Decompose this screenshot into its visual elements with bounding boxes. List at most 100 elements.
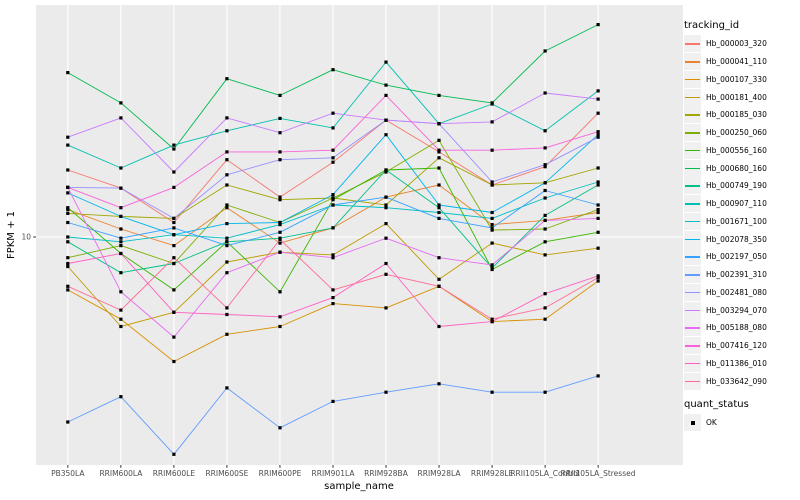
- data-point: [490, 226, 494, 230]
- data-point: [119, 324, 123, 329]
- data-point: [596, 279, 600, 283]
- legend-item-Hb_001671_100: Hb_001671_100: [684, 212, 800, 231]
- x-axis-title: sample_name: [324, 481, 394, 492]
- data-point: [225, 271, 229, 275]
- data-point: [596, 97, 600, 101]
- legend-item-Hb_002391_310: Hb_002391_310: [684, 266, 800, 284]
- series-color-key: [684, 230, 701, 248]
- legend-item-Hb_000680_160: Hb_000680_160: [684, 159, 800, 177]
- data-point: [172, 220, 176, 225]
- series-line-icon: [685, 362, 700, 365]
- data-point: [66, 261, 70, 266]
- data-point: [278, 131, 282, 135]
- data-point: [331, 253, 335, 257]
- data-point: [384, 93, 388, 97]
- data-point: [437, 156, 441, 160]
- series-color-key: [684, 283, 701, 301]
- data-point: [66, 288, 70, 292]
- data-point: [225, 244, 229, 248]
- data-point: [119, 166, 123, 170]
- data-point: [225, 386, 229, 390]
- data-point: [596, 23, 600, 27]
- data-point: [490, 317, 494, 321]
- series-color-key: [684, 177, 701, 195]
- legend-item-label: Hb_005188_080: [706, 323, 767, 333]
- data-point: [490, 228, 494, 232]
- series-line-icon: [685, 291, 700, 294]
- data-point: [384, 170, 388, 174]
- legend-item-Hb_000107_330: Hb_000107_330: [684, 70, 800, 89]
- data-point: [119, 206, 123, 210]
- data-point: [172, 256, 176, 260]
- series-line-icon: [685, 43, 700, 45]
- data-point: [225, 240, 229, 244]
- data-point: [225, 116, 229, 120]
- data-point: [384, 272, 388, 276]
- data-point: [543, 49, 547, 53]
- data-point: [596, 89, 600, 93]
- data-point: [66, 143, 70, 147]
- data-point: [331, 399, 335, 403]
- data-point: [437, 138, 441, 142]
- data-point: [543, 188, 547, 193]
- data-point: [172, 143, 176, 147]
- legend-title-quant-status: quant_status: [684, 399, 749, 410]
- data-point: [384, 236, 388, 240]
- data-point: [331, 226, 335, 230]
- data-point: [331, 256, 335, 260]
- data-point: [596, 183, 600, 187]
- series-line-icon: [685, 96, 700, 99]
- x-tick-label: RRIM600SE: [205, 469, 248, 478]
- data-point: [490, 263, 494, 267]
- series-line-icon: [685, 203, 700, 205]
- data-point: [225, 129, 229, 133]
- data-point: [225, 260, 229, 264]
- data-point: [490, 148, 494, 152]
- legend-item-Hb_000181_400: Hb_000181_400: [684, 88, 800, 106]
- data-point: [66, 208, 70, 212]
- legend-item-Hb_000185_030: Hb_000185_030: [684, 106, 800, 124]
- quant-ok-key: [684, 414, 701, 432]
- data-point: [543, 146, 547, 150]
- data-point: [66, 420, 70, 424]
- data-point: [596, 274, 600, 278]
- series-line-icon: [685, 274, 700, 276]
- data-point: [225, 222, 229, 226]
- legend-item-Hb_007416_120: Hb_007416_120: [684, 337, 800, 355]
- legend-item-Hb_000041_110: Hb_000041_110: [684, 53, 800, 71]
- legend-item-label: Hb_000003_320: [706, 39, 767, 49]
- data-point: [172, 147, 176, 151]
- data-point: [172, 452, 176, 456]
- series-line-icon: [685, 114, 700, 116]
- series-color-key: [684, 212, 701, 230]
- series-color-key: [684, 88, 701, 106]
- data-point: [119, 240, 123, 244]
- x-tick-label: RRIM600PE: [259, 469, 302, 478]
- data-point: [278, 116, 282, 120]
- series-line-icon: [685, 220, 700, 223]
- data-point: [278, 230, 282, 234]
- series-color-key: [684, 53, 701, 71]
- data-point: [119, 116, 123, 120]
- series-line-icon: [685, 167, 700, 170]
- series-color-key: [684, 159, 701, 177]
- data-point: [596, 210, 600, 215]
- legend-item-label: Hb_000107_330: [706, 74, 767, 84]
- data-point: [543, 213, 547, 217]
- data-point: [596, 135, 600, 139]
- legend-item-label: Hb_000181_400: [706, 92, 767, 102]
- data-point: [66, 206, 70, 210]
- data-point: [596, 111, 600, 115]
- data-point: [66, 71, 70, 75]
- series-line-icon: [685, 309, 700, 312]
- legend-item-label: Hb_007416_120: [706, 341, 767, 351]
- legend-item-Hb_000250_060: Hb_000250_060: [684, 124, 800, 142]
- data-point: [119, 244, 123, 248]
- legend-item-label: Hb_011386_010: [706, 358, 767, 368]
- legend-item-label: Hb_000041_110: [706, 57, 767, 67]
- data-point: [172, 185, 176, 189]
- data-point: [437, 324, 441, 329]
- data-point: [437, 166, 441, 170]
- data-point: [437, 210, 441, 215]
